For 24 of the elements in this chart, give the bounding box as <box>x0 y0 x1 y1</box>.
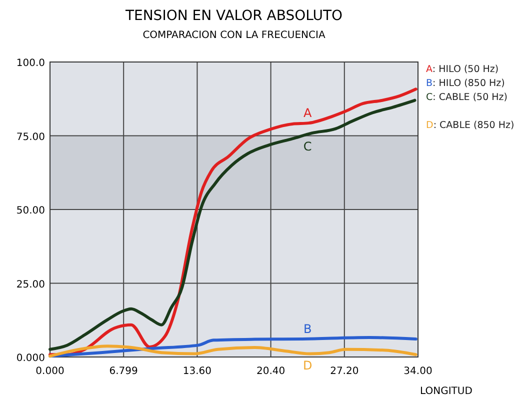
series-label: A: HILO (50 Hz) <box>426 64 499 75</box>
text: B: HILO (850 Hz) <box>426 78 505 89</box>
text: D <box>302 358 312 373</box>
text: D: CABLE (850 Hz) <box>426 120 514 131</box>
annotation: C <box>303 139 312 154</box>
chart-subtitle: COMPARACION CON LA FRECUENCIA <box>142 30 326 41</box>
line-series <box>48 336 418 358</box>
line-series <box>48 344 418 358</box>
y-tick-label: 0.000 <box>16 353 45 364</box>
x-tick-label: 0.000 <box>36 366 64 377</box>
x-tick-label: 34.00 <box>404 366 432 377</box>
x-tick-label: 6.799 <box>109 366 138 377</box>
annotation: A <box>303 106 312 120</box>
x-tick-label: 27.20 <box>330 366 359 377</box>
y-tick-label: 75.00 <box>16 132 45 143</box>
x-tick-label: 13.60 <box>182 366 212 377</box>
x-axis-title: LONGITUD <box>420 386 473 397</box>
y-tick-label: 25.00 <box>16 279 45 290</box>
annotation: B <box>303 322 312 336</box>
y-tick-label: 100.0 <box>16 58 45 69</box>
chart-title: TENSION EN VALOR ABSOLUTO <box>124 8 343 24</box>
y-tick-label: 50.00 <box>16 206 45 216</box>
series-label: C: CABLE (50 Hz) <box>426 92 508 103</box>
x-tick-label: 20.40 <box>256 366 286 377</box>
